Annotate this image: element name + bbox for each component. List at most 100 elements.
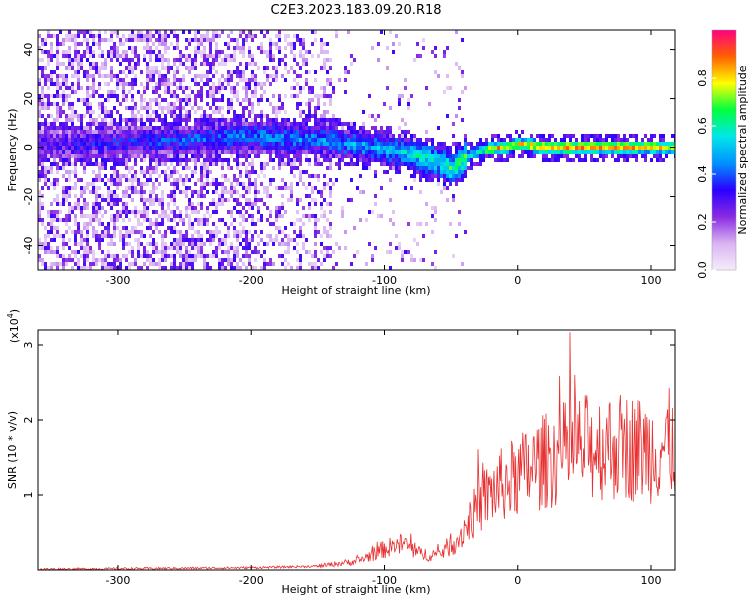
spectrogram-cell (104, 106, 107, 110)
spectrogram-cell (116, 202, 119, 206)
spectrogram-cell (284, 186, 287, 190)
spectrogram-cell (53, 70, 56, 74)
spectrogram-cell (209, 106, 212, 110)
spectrogram-cell (137, 266, 140, 270)
spectrogram-cell (77, 74, 80, 78)
spectrogram-cell (650, 138, 653, 142)
spectrogram-cell (77, 66, 80, 70)
spectrogram-cell (293, 174, 296, 178)
spectrogram-cell (524, 142, 527, 146)
spectrogram-cell (152, 202, 155, 206)
spectrogram-cell (314, 78, 317, 82)
spectrogram-cell (233, 218, 236, 222)
spectrogram-cell (377, 150, 380, 154)
spectrogram-cell (62, 174, 65, 178)
spectrogram-cell (425, 154, 428, 158)
spectrogram-cell (182, 134, 185, 138)
spectrogram-cell (623, 134, 626, 138)
spectrogram-cell (149, 138, 152, 142)
spectrogram-cell (251, 134, 254, 138)
spectrogram-cell (170, 146, 173, 150)
spectrogram-cell (110, 194, 113, 198)
spectrogram-cell (212, 58, 215, 62)
spectrogram-cell (185, 122, 188, 126)
spectrogram-cell (53, 214, 56, 218)
spectrogram-cell (464, 158, 467, 162)
spectrogram-cell (95, 162, 98, 166)
spectrogram-cell (209, 154, 212, 158)
spectrogram-cell (224, 238, 227, 242)
spectrogram-cell (500, 150, 503, 154)
spectrogram-cell (209, 70, 212, 74)
spectrogram-cell (236, 182, 239, 186)
spectrogram-cell (326, 118, 329, 122)
spectrogram-cell (323, 62, 326, 66)
spectrogram-cell (221, 142, 224, 146)
spectrogram-cell (44, 170, 47, 174)
spectrogram-cell (203, 54, 206, 58)
spectrogram-cell (380, 146, 383, 150)
spectrogram-cell (125, 154, 128, 158)
spectrogram-cell (251, 170, 254, 174)
spectrogram-cell (122, 138, 125, 142)
spectrogram-cell (146, 254, 149, 258)
spectrogram-cell (116, 94, 119, 98)
spectrogram-cell (191, 262, 194, 266)
spectrogram-cell (107, 94, 110, 98)
spectrogram-cell (164, 242, 167, 246)
spectrogram-cell (389, 178, 392, 182)
spectrogram-cell (332, 90, 335, 94)
spectrogram-cell (440, 150, 443, 154)
spectrogram-cell (101, 150, 104, 154)
spectrogram-cell (260, 162, 263, 166)
spectrogram-cell (446, 158, 449, 162)
spectrogram-cell (113, 194, 116, 198)
spectrogram-cell (563, 154, 566, 158)
spectrogram-cell (56, 42, 59, 46)
spectrogram-cell (545, 142, 548, 146)
spectrogram-cell (203, 110, 206, 114)
spectrogram-cell (128, 138, 131, 142)
spectrogram-cell (161, 62, 164, 66)
spectrogram-cell (320, 234, 323, 238)
spectrogram-cell (158, 38, 161, 42)
spectrogram-cell (287, 142, 290, 146)
x-tick-label: -200 (239, 274, 264, 287)
spectrogram-cell (158, 198, 161, 202)
spectrogram-cell (416, 222, 419, 226)
spectrogram-cell (299, 142, 302, 146)
spectrogram-cell (431, 138, 434, 142)
spectrogram-cell (227, 126, 230, 130)
spectrogram-cell (131, 78, 134, 82)
spectrogram-cell (257, 234, 260, 238)
spectrogram-cell (47, 154, 50, 158)
spectrogram-cell (281, 58, 284, 62)
spectrogram-cell (239, 170, 242, 174)
spectrogram-cell (86, 214, 89, 218)
spectrogram-cell (209, 126, 212, 130)
spectrogram-cell (275, 210, 278, 214)
spectrogram-cell (254, 146, 257, 150)
spectrogram-cell (191, 106, 194, 110)
spectrogram-cell (380, 214, 383, 218)
spectrogram-cell (152, 134, 155, 138)
spectrogram-cell (68, 226, 71, 230)
spectrogram-cell (287, 70, 290, 74)
spectrogram-cell (329, 166, 332, 170)
spectrogram-cell (362, 126, 365, 130)
spectrogram-cell (554, 146, 557, 150)
spectrogram-cell (242, 254, 245, 258)
spectrogram-cell (236, 38, 239, 42)
spectrogram-cell (380, 154, 383, 158)
spectrogram-cell (227, 46, 230, 50)
spectrogram-cell (263, 50, 266, 54)
spectrogram-cell (89, 146, 92, 150)
spectrogram-cell (149, 234, 152, 238)
spectrogram-cell (419, 190, 422, 194)
spectrogram-cell (161, 118, 164, 122)
spectrogram-cell (422, 258, 425, 262)
spectrogram-cell (464, 230, 467, 234)
spectrogram-cell (47, 150, 50, 154)
spectrogram-cell (230, 70, 233, 74)
spectrogram-cell (272, 138, 275, 142)
